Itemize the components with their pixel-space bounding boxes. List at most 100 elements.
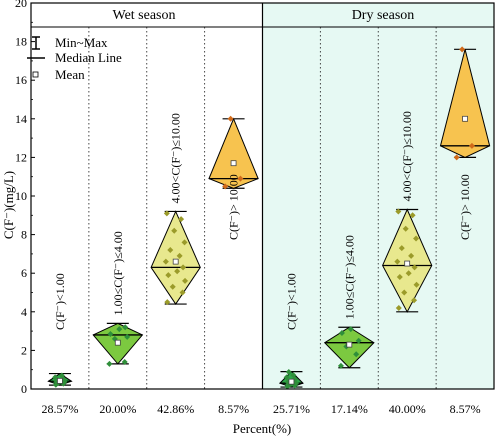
y-tick-label: 0 bbox=[21, 382, 27, 396]
y-tick-label: 4 bbox=[21, 305, 27, 319]
box-diamond bbox=[439, 49, 491, 158]
data-point bbox=[58, 372, 65, 379]
data-point bbox=[169, 283, 176, 290]
dry-season-title: Dry season bbox=[352, 8, 415, 23]
data-point bbox=[353, 351, 360, 358]
data-point bbox=[165, 272, 172, 279]
range-label: C(F⁻)> 10.00 bbox=[227, 174, 241, 240]
range-label: 4.00<C(F⁻)≤10.00 bbox=[400, 111, 414, 201]
group-separators bbox=[88, 27, 437, 389]
data-point bbox=[222, 183, 229, 190]
legend-mean-icon bbox=[32, 71, 39, 78]
data-point bbox=[347, 326, 354, 333]
range-label: 1.00≤C(F⁻)≤4.00 bbox=[111, 231, 125, 315]
percent-label: 28.57% bbox=[41, 402, 78, 416]
data-point bbox=[413, 235, 420, 242]
data-point bbox=[409, 212, 416, 219]
mean-marker bbox=[230, 160, 237, 167]
percent-label: 17.14% bbox=[331, 402, 368, 416]
data-point bbox=[401, 289, 408, 296]
data-point bbox=[395, 208, 402, 215]
data-point bbox=[121, 358, 128, 365]
data-point bbox=[227, 115, 234, 122]
data-point bbox=[116, 326, 123, 333]
mean-marker bbox=[462, 115, 468, 122]
mean-marker bbox=[172, 258, 179, 265]
x-axis-title: Percent(%) bbox=[233, 421, 291, 436]
percent-label: 25.71% bbox=[273, 402, 310, 416]
range-label: 1.00≤C(F⁻)≤4.00 bbox=[342, 235, 356, 319]
data-point bbox=[178, 216, 185, 223]
percent-label: 40.00% bbox=[389, 402, 426, 416]
data-point bbox=[167, 247, 174, 254]
data-point bbox=[398, 245, 405, 252]
mean-marker bbox=[346, 341, 353, 348]
percent-label: 8.57% bbox=[450, 402, 481, 416]
y-tick-label: 12 bbox=[15, 150, 27, 164]
y-tick-label: 14 bbox=[15, 112, 27, 126]
legend-label-mean: Mean bbox=[55, 67, 85, 82]
y-tick-label: 2 bbox=[21, 343, 27, 357]
data-point bbox=[237, 175, 244, 182]
data-point bbox=[107, 330, 114, 337]
data-point bbox=[405, 270, 412, 277]
data-point bbox=[162, 258, 169, 265]
data-point bbox=[453, 154, 460, 161]
data-point bbox=[164, 299, 171, 306]
data-point bbox=[408, 252, 415, 259]
y-axis: 0 2 4 6 8 10 12 14 16 18 20 bbox=[15, 0, 35, 396]
data-point bbox=[402, 225, 409, 232]
mean-marker bbox=[57, 377, 63, 384]
y-tick-label: 16 bbox=[15, 73, 27, 87]
percent-label: 8.57% bbox=[218, 402, 249, 416]
y-axis-title: C(F⁻)(mg/L) bbox=[1, 171, 16, 239]
data-point bbox=[355, 337, 362, 344]
data-point bbox=[163, 210, 170, 217]
box-diamond bbox=[208, 117, 259, 189]
data-point bbox=[171, 227, 178, 234]
percent-labels: 28.57% 20.00% 42.86% 8.57% 25.71% 17.14% 40.00… bbox=[41, 402, 480, 416]
data-point bbox=[179, 289, 186, 296]
range-label: 4.00<C(F⁻)≤10.00 bbox=[169, 113, 183, 203]
data-point bbox=[290, 372, 297, 379]
range-label: C(F⁻)<1.00 bbox=[53, 273, 67, 330]
range-label: C(F⁻)<1.00 bbox=[284, 273, 298, 330]
data-point bbox=[106, 360, 113, 367]
y-tick-label: 10 bbox=[15, 189, 27, 203]
data-point bbox=[468, 142, 475, 149]
mean-marker bbox=[114, 339, 121, 346]
data-point bbox=[122, 324, 129, 331]
data-point bbox=[411, 297, 418, 304]
percent-label: 42.86% bbox=[157, 402, 194, 416]
data-point bbox=[176, 252, 183, 259]
legend-label-median: Median Line bbox=[55, 50, 122, 65]
data-point bbox=[174, 268, 181, 275]
data-point bbox=[396, 274, 403, 281]
data-point bbox=[394, 258, 401, 265]
data-point bbox=[411, 264, 418, 271]
y-tick-label: 20 bbox=[15, 0, 27, 10]
mean-marker bbox=[404, 260, 411, 267]
data-point bbox=[337, 362, 344, 369]
y-tick-label: 18 bbox=[15, 35, 27, 49]
data-point bbox=[285, 369, 292, 376]
percent-label: 20.00% bbox=[99, 402, 136, 416]
data-point bbox=[180, 264, 187, 271]
data-point bbox=[413, 281, 420, 288]
y-tick-label: 6 bbox=[21, 266, 27, 280]
wet-season-title: Wet season bbox=[112, 8, 175, 23]
data-point bbox=[338, 330, 345, 337]
legend: Min~Max Median Line Mean bbox=[27, 35, 122, 82]
mean-marker bbox=[288, 378, 295, 385]
box-glyphs bbox=[47, 46, 491, 390]
legend-label-minmax: Min~Max bbox=[55, 35, 108, 50]
range-label: C(F⁻)> 10.00 bbox=[458, 174, 472, 240]
data-point bbox=[124, 333, 131, 340]
data-point bbox=[182, 277, 189, 284]
data-point bbox=[459, 46, 466, 53]
data-point bbox=[395, 304, 402, 311]
range-labels: C(F⁻)<1.00 1.00≤C(F⁻)≤4.00 4.00<C(F⁻)≤10.0… bbox=[53, 111, 472, 330]
data-point bbox=[283, 374, 290, 381]
data-point bbox=[181, 239, 188, 246]
